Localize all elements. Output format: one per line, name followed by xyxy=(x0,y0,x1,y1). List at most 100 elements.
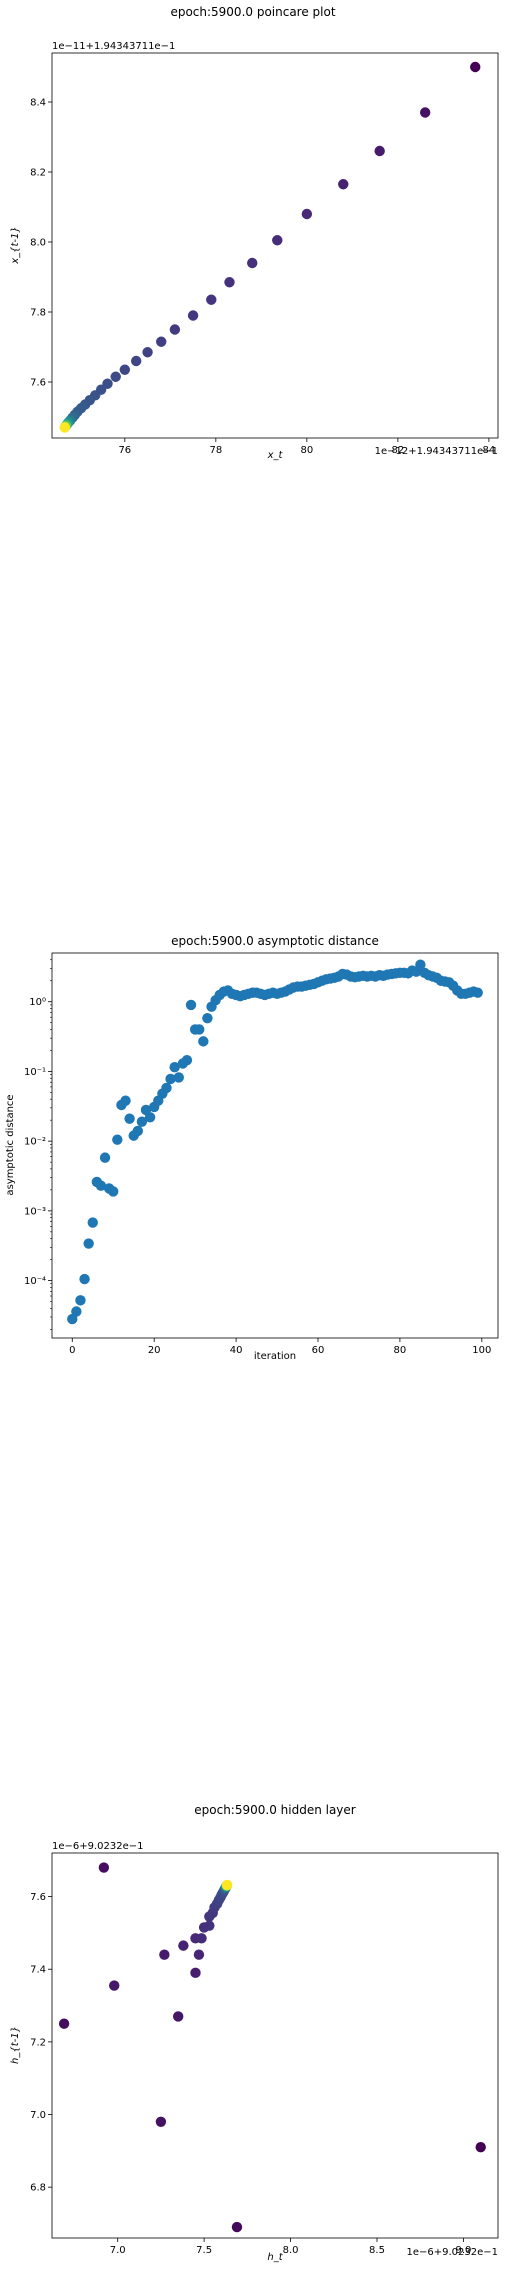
data-point xyxy=(415,959,426,970)
data-point xyxy=(206,294,217,305)
data-point xyxy=(198,1036,209,1047)
y-tick-label: 7.6 xyxy=(30,378,46,389)
plot-area xyxy=(51,952,499,1339)
data-point xyxy=(185,999,197,1011)
x-axis-label: x_t xyxy=(267,450,284,461)
y-offset-label: 1e−6+9.0232e−1 xyxy=(52,1841,144,1852)
x-tick-label: 100 xyxy=(472,1345,491,1356)
data-point xyxy=(301,208,313,220)
x-tick-label: 7.0 xyxy=(110,2245,126,2256)
y-tick-label: 7.8 xyxy=(30,308,46,319)
data-point xyxy=(193,1949,205,1960)
y-tick-label: 8.2 xyxy=(30,168,46,179)
data-point xyxy=(178,1940,189,1951)
x-axis-ticks: 7.0 7.5 8.0 8.5 9.0 xyxy=(110,2238,471,2256)
x-tick-label: 20 xyxy=(148,1345,161,1356)
data-point xyxy=(155,2116,167,2127)
y-tick-label: 10⁻⁴ xyxy=(24,1276,46,1287)
panel-poincare: epoch:5900.0 poincare plot 1e−11+1.94343… xyxy=(10,5,499,461)
y-tick-label: 7.2 xyxy=(30,2037,46,2048)
y-axis-label: asymptotic distance xyxy=(5,1094,16,1195)
x-tick-label: 7.5 xyxy=(196,2245,212,2256)
data-point xyxy=(172,2011,184,2022)
data-point xyxy=(71,1306,82,1317)
y-tick-label: 6.8 xyxy=(30,2183,46,2194)
y-tick-label: 7.0 xyxy=(30,2110,46,2121)
y-axis-ticks: 7.6 7.8 8.0 8.2 8.4 xyxy=(30,98,52,389)
data-point xyxy=(132,1125,144,1137)
x-tick-label: 8.5 xyxy=(369,2245,385,2256)
data-point xyxy=(142,347,153,358)
x-axis-label: h_t xyxy=(267,2252,283,2263)
y-tick-label: 10⁻² xyxy=(24,1137,46,1148)
data-point xyxy=(144,1112,156,1123)
x-tick-label: 84 xyxy=(483,445,496,456)
data-point xyxy=(108,1186,119,1197)
x-tick-label: 80 xyxy=(300,445,313,456)
y-tick-label: 7.6 xyxy=(30,1892,46,1903)
y-axis-ticks: 6.8 7.0 7.2 7.4 7.6 xyxy=(30,1892,52,2194)
data-point xyxy=(130,355,142,367)
x-tick-label: 80 xyxy=(394,1345,407,1356)
data-point xyxy=(419,107,431,118)
x-offset-label: 1e−12+1.94343711e−1 xyxy=(375,446,498,457)
chart-title: epoch:5900.0 poincare plot xyxy=(170,5,335,19)
y-tick-label: 7.4 xyxy=(30,1965,46,1976)
data-point xyxy=(161,1082,172,1094)
data-point xyxy=(165,1073,176,1085)
data-point xyxy=(120,1095,131,1106)
data-point xyxy=(136,1116,148,1127)
x-axis-ticks: 0 20 40 60 80 100 xyxy=(69,1338,491,1356)
data-point xyxy=(112,1134,123,1145)
data-point xyxy=(110,371,121,382)
data-point xyxy=(194,1024,205,1035)
chart-title: epoch:5900.0 asymptotic distance xyxy=(171,934,379,948)
data-point xyxy=(119,364,131,375)
y-tick-label: 10⁻³ xyxy=(24,1206,46,1217)
y-tick-label: 10⁰ xyxy=(29,997,46,1008)
data-point xyxy=(272,235,283,246)
data-point xyxy=(67,1313,78,1325)
x-axis-ticks: 76 78 80 82 84 xyxy=(118,438,495,456)
y-offset-label: 1e−11+1.94343711e−1 xyxy=(52,41,175,52)
scatter-points xyxy=(58,1862,486,2233)
data-point xyxy=(156,336,167,347)
data-point xyxy=(124,1113,135,1124)
data-point xyxy=(231,2221,243,2233)
data-point xyxy=(187,310,199,321)
data-point xyxy=(169,324,181,335)
data-point xyxy=(79,1273,90,1285)
data-point xyxy=(202,1013,213,1024)
x-offset-label: 1e−6+9.0232e−1 xyxy=(406,2247,498,2258)
data-point xyxy=(87,1217,98,1228)
data-point xyxy=(338,179,349,190)
x-tick-label: 76 xyxy=(118,445,131,456)
data-point xyxy=(204,1920,215,1931)
x-tick-label: 60 xyxy=(312,1345,325,1356)
data-point xyxy=(224,277,235,288)
x-tick-label: 40 xyxy=(230,1345,243,1356)
scatter-points xyxy=(59,61,481,433)
data-point xyxy=(99,1152,111,1163)
data-point xyxy=(470,61,481,73)
data-point xyxy=(58,2018,70,2029)
y-axis-label: h_{t-1} xyxy=(10,2026,21,2064)
x-tick-label: 82 xyxy=(392,445,405,456)
x-tick-label: 9.0 xyxy=(455,2245,471,2256)
x-axis-label: iteration xyxy=(254,1351,296,1362)
y-tick-label: 8.0 xyxy=(30,238,46,249)
chart-title: epoch:5900.0 hidden layer xyxy=(194,1803,356,1817)
data-point xyxy=(169,1062,180,1073)
x-tick-label: 0 xyxy=(69,1345,75,1356)
data-point xyxy=(221,1879,233,1891)
y-tick-label: 10⁻¹ xyxy=(24,1067,46,1078)
y-axis-ticks: 10⁻⁴ 10⁻³ 10⁻² 10⁻¹ 10⁰ xyxy=(24,959,52,1330)
y-tick-label: 8.4 xyxy=(30,98,46,109)
panel-hidden-layer: epoch:5900.0 hidden layer 1e−6+9.0232e−1… xyxy=(10,1803,499,2263)
data-point xyxy=(109,1980,120,1991)
data-point xyxy=(173,1072,184,1083)
data-point xyxy=(95,1180,107,1191)
data-point xyxy=(98,1862,110,1873)
